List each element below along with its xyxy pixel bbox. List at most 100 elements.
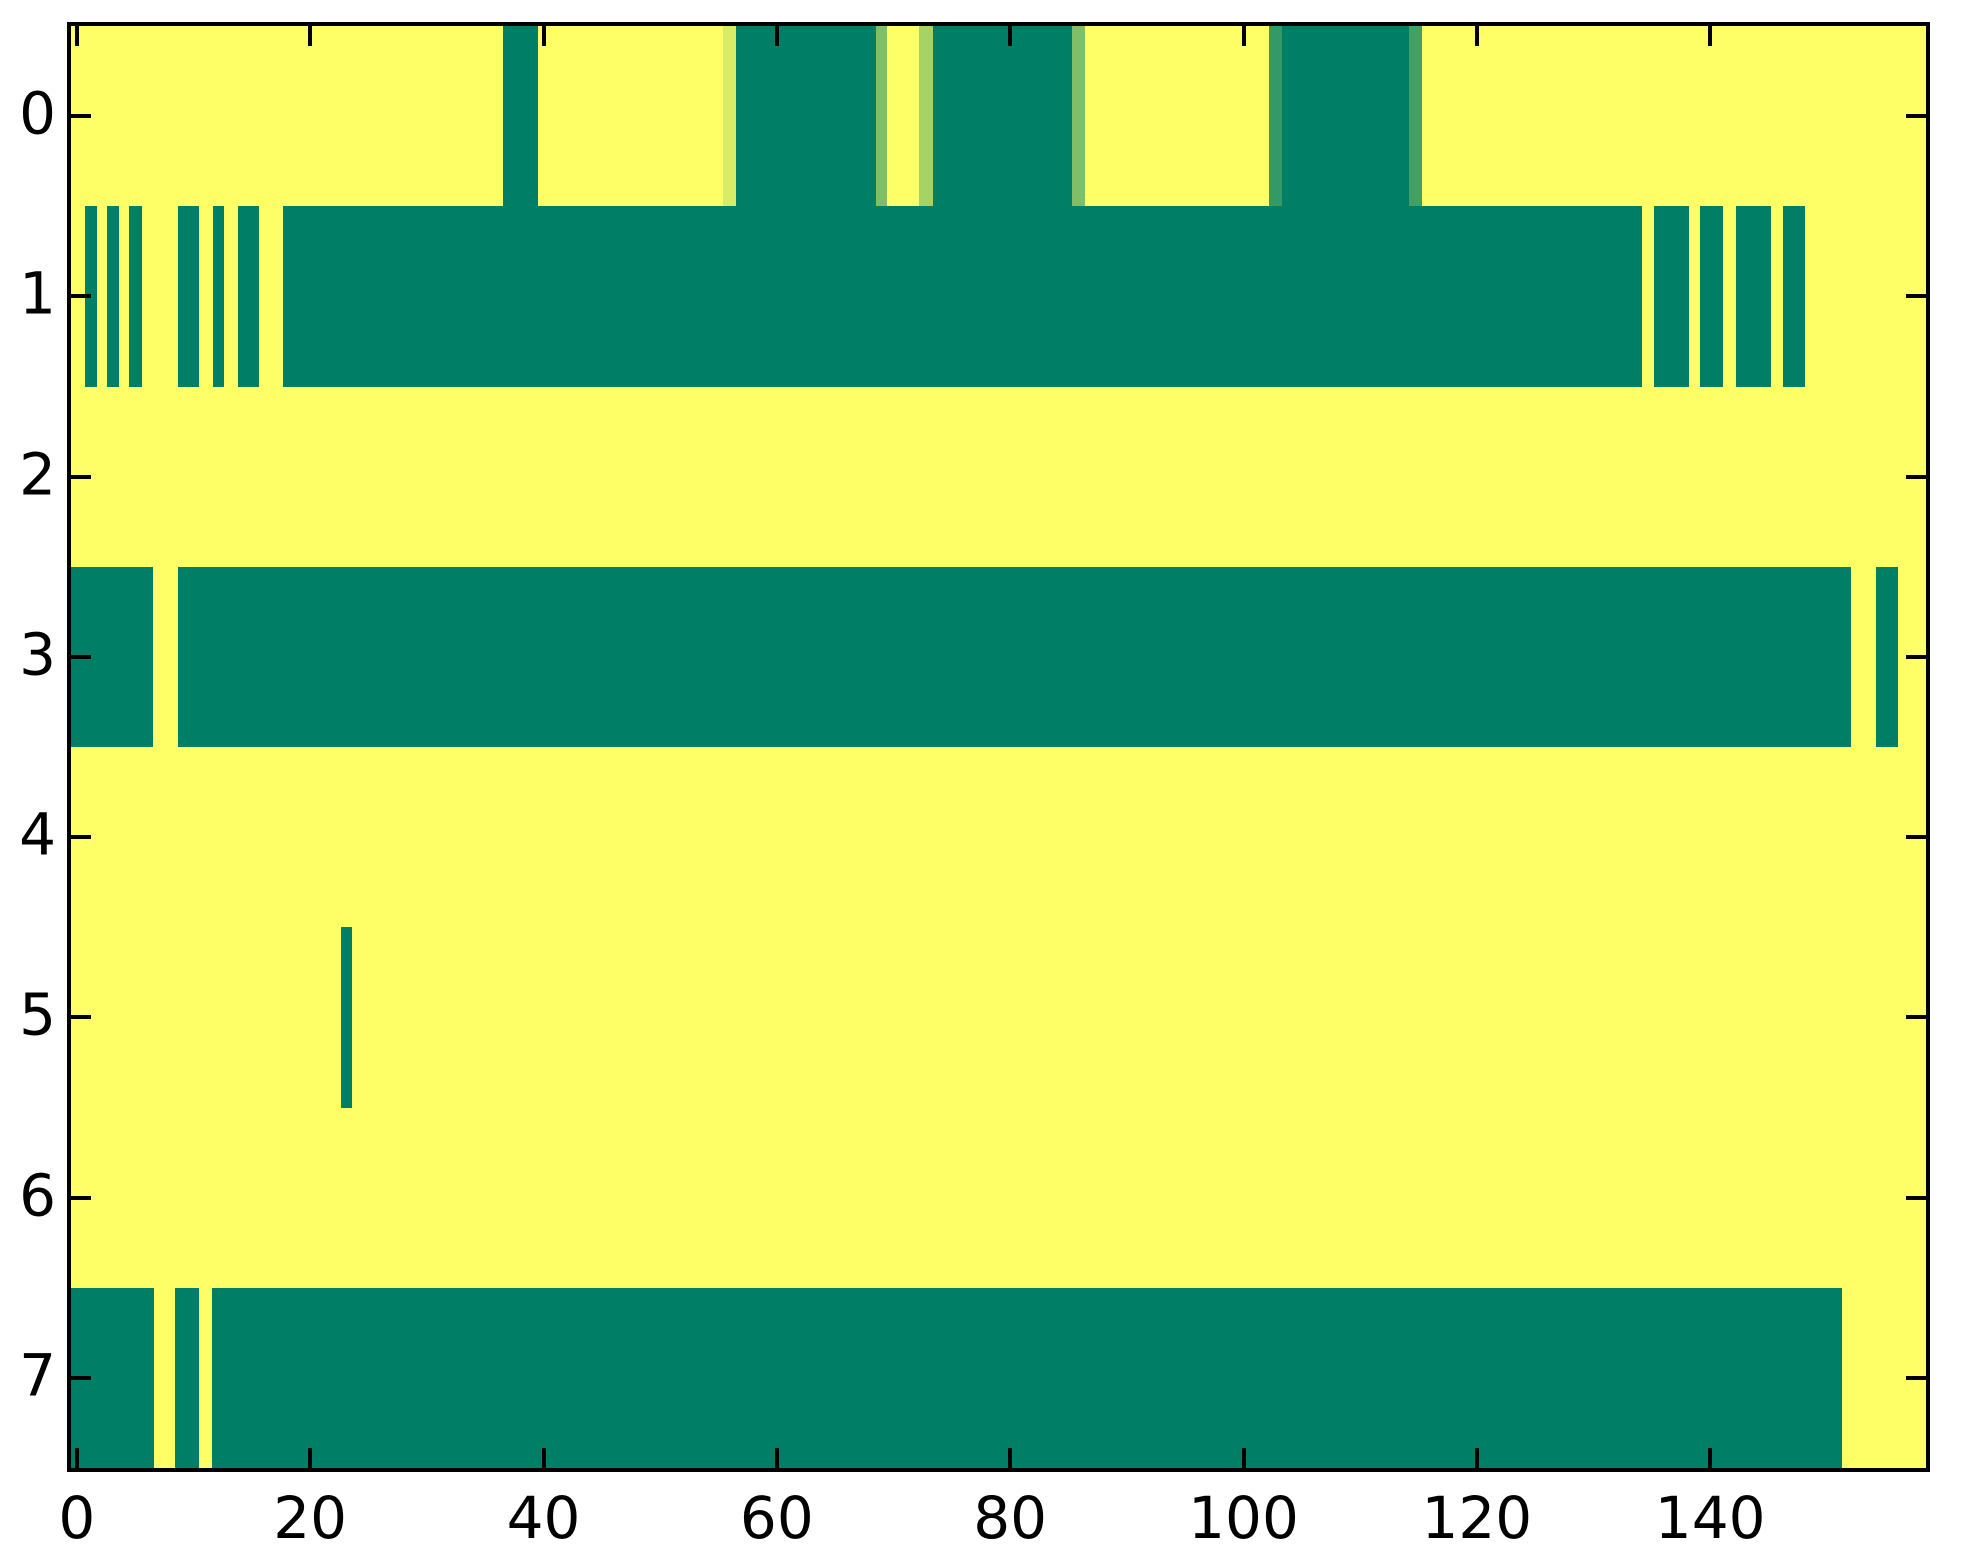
x-tick-bottom [1474,1448,1479,1468]
heatmap-segment [223,206,238,387]
heatmap-segment [876,26,887,207]
heatmap-segment [283,206,1643,387]
x-tick-label: 0 [58,1484,96,1552]
x-tick-bottom [1008,1448,1013,1468]
heatmap-segment [1642,206,1655,387]
y-tick-left [71,1195,91,1200]
x-tick-label: 100 [1188,1484,1299,1552]
heatmap-segment [1770,206,1783,387]
x-tick-top [308,26,313,46]
heatmap-segment [1409,26,1422,207]
heatmap-segment [1084,26,1270,207]
y-tick-label: 6 [19,1161,56,1230]
heatmap-segment [199,1287,213,1468]
heatmap-row-6 [71,1107,1926,1288]
heatmap-segment [199,206,214,387]
x-tick-bottom [308,1448,313,1468]
x-tick-bottom [1241,1448,1246,1468]
heatmap-segment [1422,26,1926,207]
y-tick-left [71,1375,91,1380]
heatmap-segment [152,566,179,747]
heatmap-row-5 [71,927,1926,1108]
y-tick-label: 7 [19,1341,56,1410]
heatmap-segment [178,566,1852,747]
heatmap-segment [1851,566,1876,747]
heatmap-row-0 [71,26,1926,207]
x-tick-bottom [541,1448,546,1468]
heatmap-segment [129,206,143,387]
y-tick-label: 2 [19,440,56,509]
y-tick-left [71,654,91,659]
heatmap-segment [502,26,538,207]
y-tick-label: 3 [19,620,56,689]
heatmap-segment [237,206,259,387]
heatmap-segment [71,1107,1926,1288]
heatmap-segment [1699,206,1723,387]
heatmap-segment [142,206,179,387]
heatmap-plot-area [67,22,1930,1472]
heatmap-row-7 [71,1287,1926,1468]
y-tick-right [1906,294,1926,299]
x-tick-label: 80 [973,1484,1048,1552]
x-tick-bottom [74,1448,79,1468]
heatmap-row-2 [71,386,1926,567]
x-tick-top [1241,26,1246,46]
heatmap-segment [71,26,503,207]
heatmap-segment [71,747,1926,928]
y-tick-right [1906,1375,1926,1380]
heatmap-segment [213,206,224,387]
heatmap-segment [1723,206,1736,387]
heatmap-segment [174,1287,200,1468]
heatmap-segment [153,1287,175,1468]
heatmap-segment [118,206,130,387]
x-tick-top [774,26,779,46]
heatmap-segment [1735,206,1771,387]
y-tick-left [71,114,91,119]
heatmap-segment [1804,206,1926,387]
x-tick-label: 120 [1421,1484,1533,1552]
x-tick-label: 20 [273,1484,348,1552]
heatmap-segment [258,206,284,387]
heatmap-segment [71,386,1926,567]
y-tick-label: 4 [19,800,56,869]
y-tick-left [71,835,91,840]
heatmap-segment [71,927,341,1108]
y-tick-right [1906,835,1926,840]
heatmap-segment [933,26,1072,207]
y-tick-left [71,1015,91,1020]
x-tick-top [74,26,79,46]
x-tick-top [1008,26,1013,46]
y-tick-label: 0 [19,79,56,148]
heatmap-segment [736,26,876,207]
heatmap-segment [537,26,724,207]
y-tick-right [1906,1195,1926,1200]
heatmap-segment [212,1287,1842,1468]
heatmap-segment [1282,26,1410,207]
x-tick-top [1474,26,1479,46]
y-tick-right [1906,474,1926,479]
y-tick-left [71,474,91,479]
y-tick-right [1906,1015,1926,1020]
heatmap-row-1 [71,206,1926,387]
y-tick-left [71,294,91,299]
heatmap-segment [1072,26,1085,207]
x-tick-top [1708,26,1713,46]
heatmap-row-3 [71,566,1926,747]
heatmap-row-4 [71,747,1926,928]
y-tick-label: 5 [19,981,56,1050]
x-tick-label: 60 [739,1484,814,1552]
x-tick-label: 40 [506,1484,581,1552]
heatmap-segment [919,26,934,207]
x-tick-bottom [1708,1448,1713,1468]
heatmap-segment [178,206,200,387]
heatmap-segment [340,927,353,1108]
heatmap-segment [1782,206,1805,387]
y-tick-label: 1 [19,260,56,329]
heatmap-segment [1875,566,1898,747]
x-tick-top [541,26,546,46]
heatmap-segment [352,927,1926,1108]
heatmap-segment [96,206,108,387]
heatmap-segment [1269,26,1282,207]
heatmap-segment [1654,206,1690,387]
